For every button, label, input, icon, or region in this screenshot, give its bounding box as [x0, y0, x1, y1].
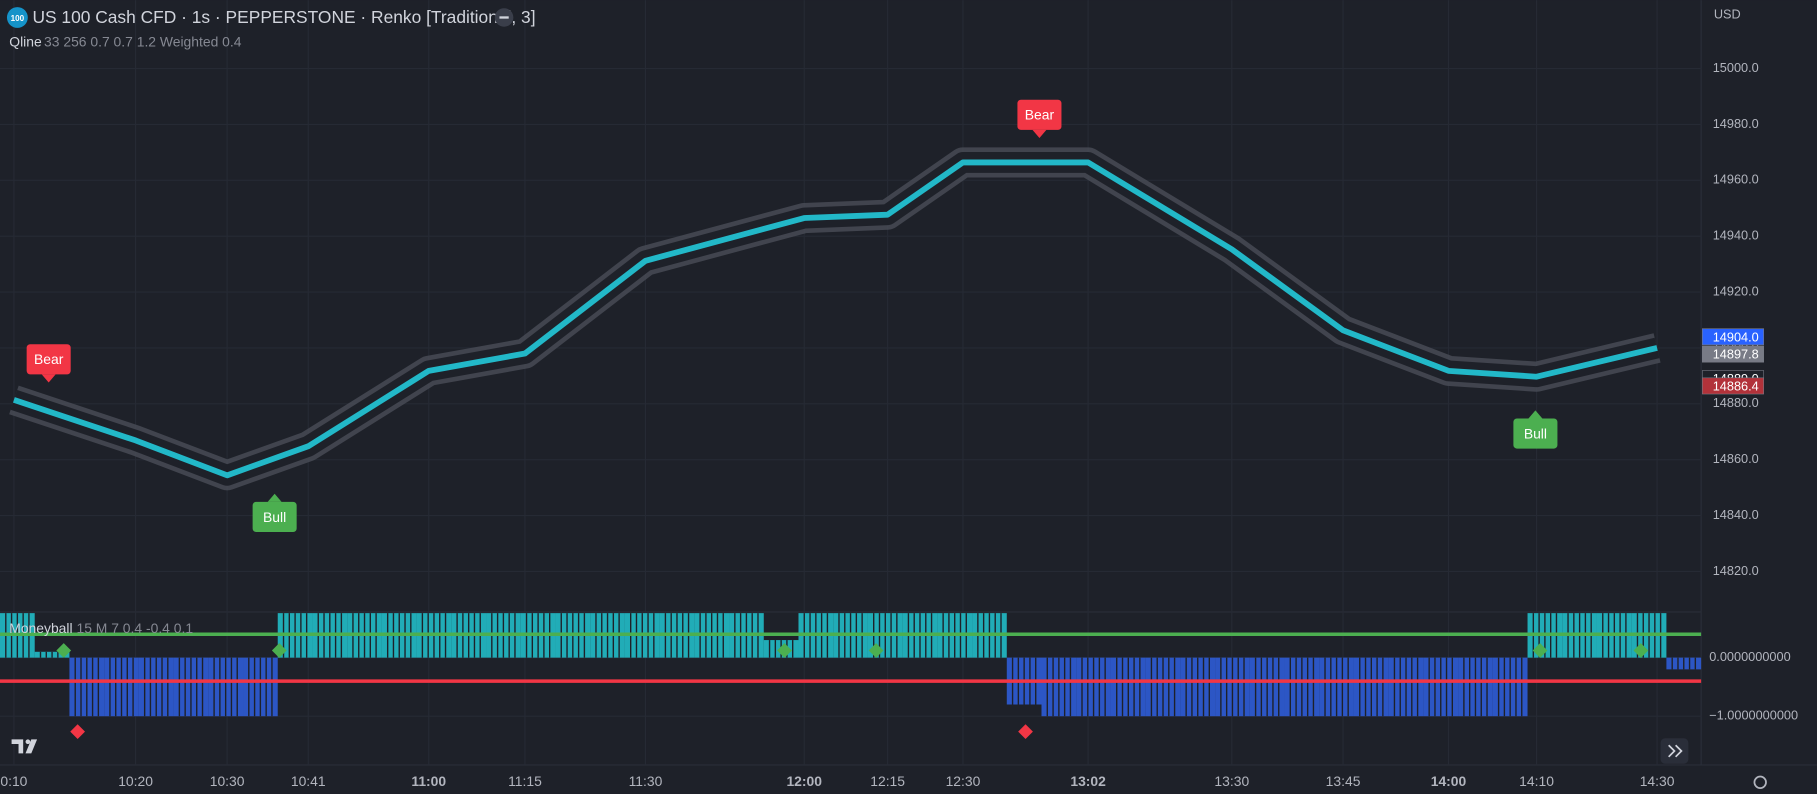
histogram-bar-group [1388, 657, 1424, 717]
plot [0, 147, 1702, 717]
histogram-bar-group [208, 657, 244, 717]
price-tag [1701, 377, 1764, 395]
signal-pointer [1032, 129, 1047, 139]
signal-box [26, 344, 71, 375]
x-tick-label: 14:30 [1640, 773, 1675, 789]
indicator-params: 33 256 0.7 0.7 1.2 Weighted 0.4 [44, 34, 242, 50]
scroll-icon [1668, 744, 1683, 758]
y-tick-label: 14940.0 [1713, 228, 1759, 243]
signal-label: Bull [252, 493, 297, 533]
tradingview-logo [11, 739, 38, 754]
histogram-bar-group [1492, 657, 1528, 717]
collapse-icon [499, 16, 509, 19]
signal-text: Bear [1025, 107, 1055, 123]
price-tag-label: 14886.4 [1713, 378, 1759, 393]
x-tick-label: 12:15 [870, 773, 905, 789]
oscillator-name: Moneyball [9, 620, 72, 636]
histogram-bar-group [1353, 657, 1389, 717]
price-tag [1701, 345, 1764, 363]
histogram-bar-group [1215, 657, 1250, 717]
signal-pointer [267, 493, 282, 502]
bear-diamond [70, 724, 86, 740]
histogram-bar-group [1284, 657, 1320, 717]
settings-button[interactable] [1753, 775, 1767, 789]
x-tick-label: 13:30 [1214, 773, 1249, 789]
price-tag-label: 14904.0 [1713, 329, 1759, 344]
x-tick-label: 0:10 [0, 773, 27, 789]
signal-text: Bull [263, 509, 286, 525]
histogram-bar-group [1076, 657, 1111, 717]
histogram-bar-group [69, 657, 105, 717]
signal-pointer [41, 374, 56, 383]
currency-selector[interactable]: USD [1714, 7, 1741, 22]
y-tick-label: 14860.0 [1713, 451, 1759, 466]
osc-tick-label: −1.0000000000 [1709, 708, 1798, 723]
chart-title: US 100 Cash CFD · 1s · PEPPERSTONE · Ren… [32, 7, 535, 27]
y-tick-label: 14960.0 [1713, 172, 1759, 187]
signal-label: Bear [26, 344, 71, 383]
histogram-bar-group [243, 657, 278, 717]
x-tick-label: 10:20 [118, 773, 153, 789]
oscillator-params: 15 M 7 0.4 -0.4 0.1 [76, 620, 193, 636]
signal-text: Bear [34, 351, 64, 367]
histogram-bar-group [138, 657, 174, 717]
x-tick-label: 11:15 [508, 773, 542, 789]
osc-tick-label: 0.0000000000 [1709, 649, 1790, 664]
logo-shape [11, 739, 38, 754]
x-tick-label: 12:30 [946, 773, 981, 789]
bear-diamond [1018, 724, 1033, 740]
x-tick-label: 10:41 [291, 773, 326, 789]
price-tag-label: 14897.8 [1713, 347, 1759, 362]
x-tick-label: 12:00 [786, 773, 822, 789]
histogram-bar-group [1423, 657, 1459, 717]
histogram-bar-group [1458, 657, 1493, 717]
x-tick-label: 13:45 [1326, 773, 1361, 789]
y-tick-label: 14820.0 [1713, 563, 1759, 578]
y-tick-label: 14980.0 [1713, 116, 1759, 131]
histogram-bar-group [104, 657, 139, 717]
symbol-logo [6, 7, 28, 28]
signal-pointer [1528, 410, 1543, 419]
y-tick-label: 14920.0 [1713, 283, 1759, 298]
qline [12, 159, 1658, 479]
signal-box [1017, 99, 1062, 130]
x-tick-label: 14:00 [1431, 773, 1467, 789]
y-tick-label: 14840.0 [1713, 507, 1759, 522]
x-tick-label: 14:10 [1519, 773, 1554, 789]
price-tag [1701, 328, 1764, 346]
histogram-bar-group [1041, 657, 1077, 717]
signal-box [1513, 418, 1558, 449]
indicator-name: Qline [9, 34, 42, 50]
y-tick-label: 15000.0 [1713, 60, 1759, 75]
histogram-bar-group [1666, 657, 1702, 670]
x-tick-label: 13:02 [1070, 773, 1106, 789]
x-tick-label: 11:30 [629, 773, 663, 789]
histogram-bar-group [1249, 657, 1285, 717]
histogram-bar-group [1180, 657, 1216, 717]
histogram-bar-group [1110, 657, 1146, 717]
symbol-badge: 100 [11, 14, 25, 23]
signal-box [252, 501, 297, 533]
histogram-bar-group [1145, 657, 1181, 717]
x-tick-label: 11:00 [411, 773, 446, 789]
signal-text: Bull [1524, 425, 1547, 441]
histogram-bar-group [173, 657, 209, 717]
signal-label: Bull [1513, 410, 1558, 449]
histogram-bar-group [1319, 657, 1354, 717]
x-tick-label: 10:30 [210, 773, 245, 789]
signal-label: Bear [1017, 99, 1062, 139]
y-tick-label: 14880.0 [1713, 395, 1759, 410]
